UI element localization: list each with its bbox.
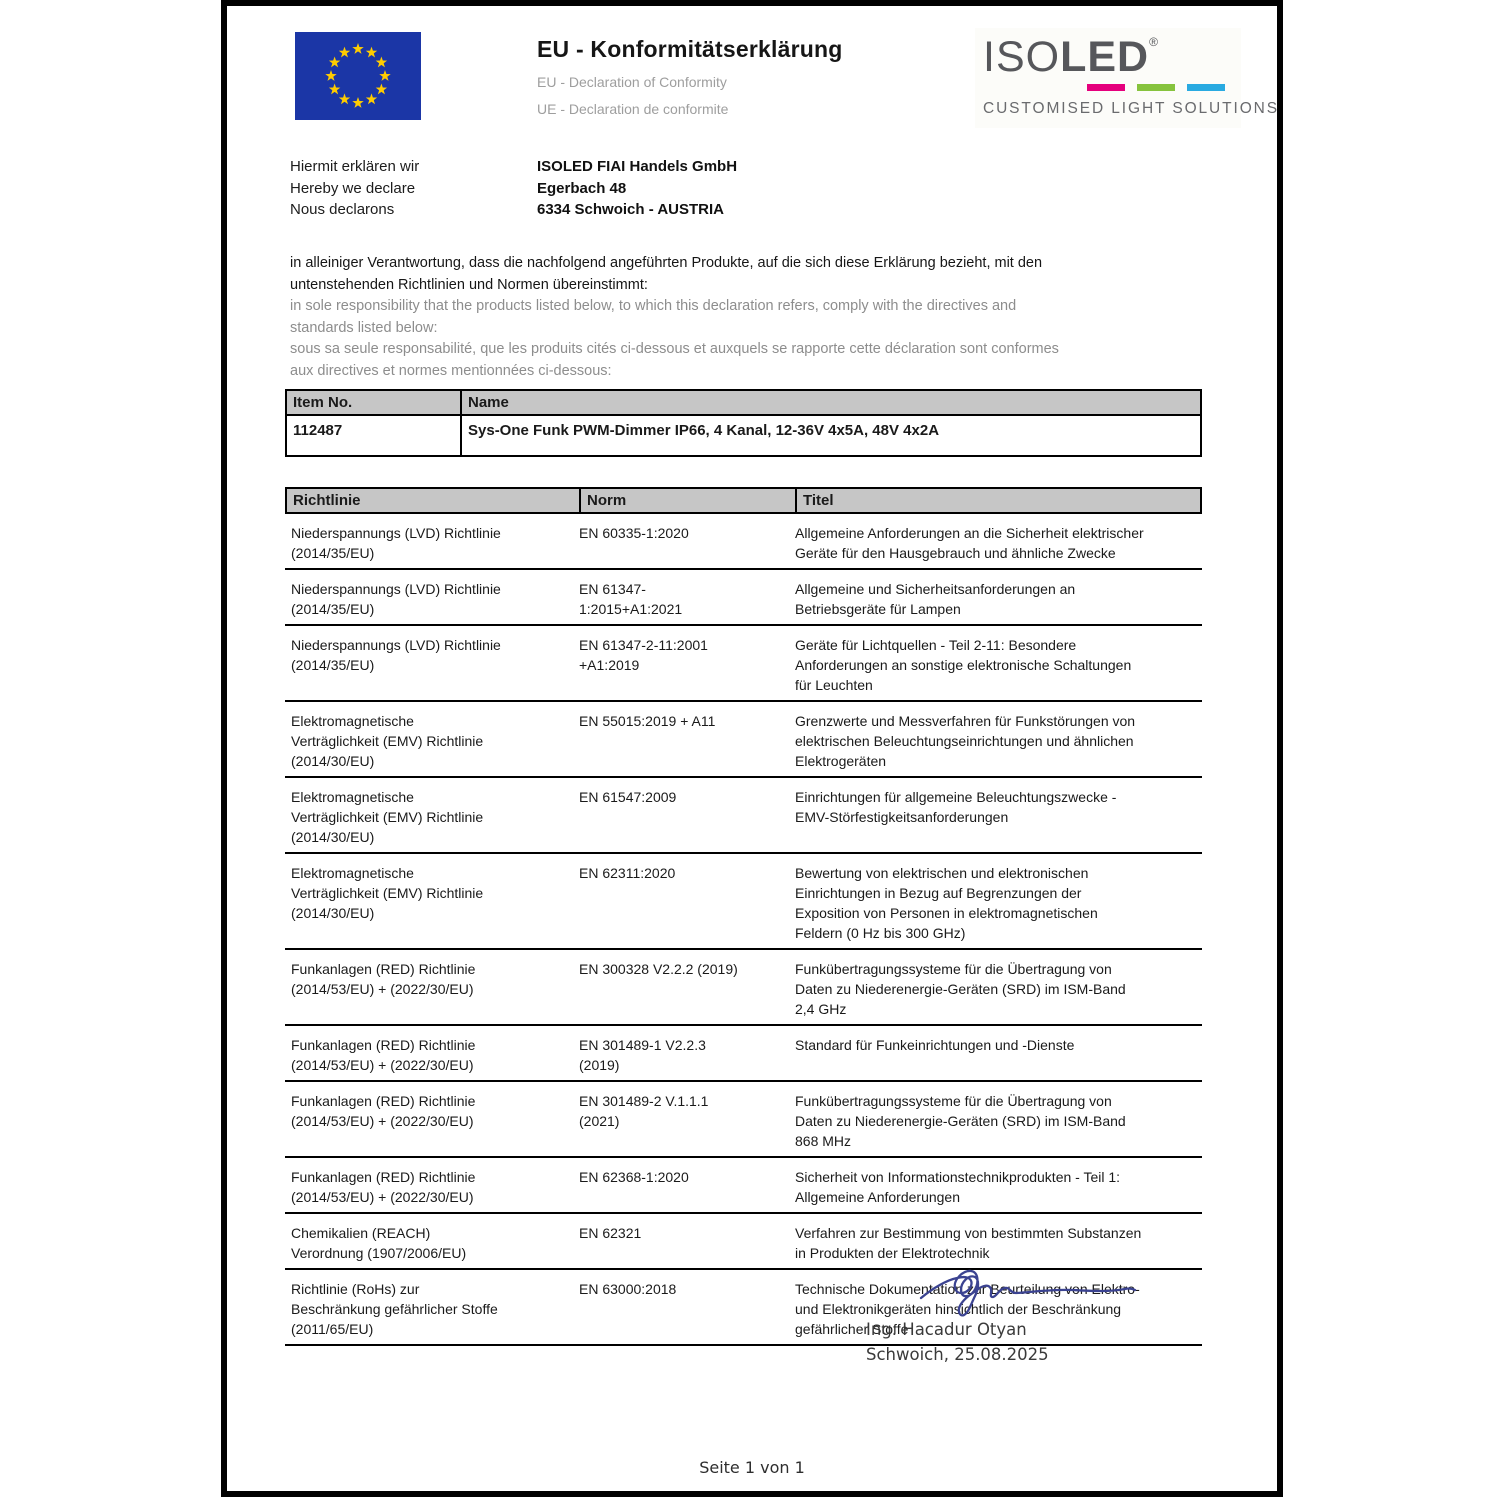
standards-cell-directive: Funkanlagen (RED) Richtlinie (2014/53/EU… [291,1169,476,1205]
eu-flag-stars [325,43,391,108]
declaration-label-fr: Nous declarons [290,201,395,218]
standards-cell-norm: EN 62311:2020 [579,865,676,881]
declaration-label-de: Hiermit erklären wir [290,158,420,175]
logo-tagline: CUSTOMISED LIGHT SOLUTIONS [983,100,1280,117]
standards-row: Niederspannungs (LVD) Richtlinie (2014/3… [285,514,1202,570]
subtitle-english: EU - Declaration of Conformity [537,74,727,90]
item-table-row: 112487 Sys-One Funk PWM-Dimmer IP66, 4 K… [287,416,1200,455]
standards-cell-norm: EN 62368-1:2020 [579,1169,689,1185]
standards-cell-directive: Funkanlagen (RED) Richtlinie (2014/53/EU… [291,1093,476,1129]
item-table-header: Item No. Name [287,391,1200,416]
standards-cell-directive: Niederspannungs (LVD) Richtlinie (2014/3… [291,525,501,561]
standards-cell-directive: Richtlinie (RoHs) zur Beschränkung gefäh… [291,1281,498,1337]
standards-row: Niederspannungs (LVD) Richtlinie (2014/3… [285,570,1202,626]
standards-row: Niederspannungs (LVD) Richtlinie (2014/3… [285,626,1202,702]
standards-row: Funkanlagen (RED) Richtlinie (2014/53/EU… [285,1026,1202,1082]
standards-cell-norm: EN 62321 [579,1225,642,1241]
standards-table-body: Niederspannungs (LVD) Richtlinie (2014/3… [285,514,1202,1346]
registered-trademark-icon: ® [1149,35,1159,49]
declaration-label-en: Hereby we declare [290,179,416,197]
standards-cell-title: Einrichtungen für allgemeine Beleuchtung… [795,789,1117,825]
standards-cell-norm: EN 55015:2019 + A11 [579,713,716,729]
standards-cell-norm: EN 61347-2-11:2001 +A1:2019 [579,637,708,673]
logo-iso-text: ISO [983,33,1061,81]
page-number: Seite 1 von 1 [699,1458,805,1477]
declaration-block: Hiermit erklären wir Hereby we declare N… [290,156,990,226]
company-city: 6334 Schwoich - AUSTRIA [537,201,724,218]
title-header: Titel [803,492,834,509]
statement-french: sous sa seule responsabilité, que les pr… [290,341,1059,379]
standards-cell-title: Standard für Funkeinrichtungen und -Dien… [795,1037,1075,1053]
logo-wordmark: ISOLED® [981,36,1235,79]
signatory-name: Ing. Hacadur Otyan [866,1320,1027,1339]
standards-cell-title: Verfahren zur Bestimmung von bestimmten … [795,1225,1142,1261]
standards-cell-directive: Elektromagnetische Verträglichkeit (EMV)… [291,789,484,845]
standards-cell-title: Bewertung von elektrischen und elektroni… [795,865,1098,941]
declaration-labels: Hiermit erklären wir Hereby we declare N… [290,156,419,221]
standards-table: Richtlinie Norm Titel Niederspannungs (L… [285,487,1202,1346]
standards-cell-directive: Niederspannungs (LVD) Richtlinie (2014/3… [291,637,501,673]
standards-row: Funkanlagen (RED) Richtlinie (2014/53/EU… [285,1082,1202,1158]
standards-cell-directive: Chemikalien (REACH) Verordnung (1907/200… [291,1225,467,1261]
company-address: ISOLED FIAI Handels GmbH Egerbach 48 633… [537,156,737,221]
page-title: EU - Konformitätserklärung [537,36,843,62]
statement-english: in sole responsibility that the products… [290,298,1017,336]
norm-header: Norm [581,489,797,512]
directive-header: Richtlinie [287,489,581,512]
statement-german: in alleiniger Verantwortung, dass die na… [290,255,1043,293]
standards-cell-directive: Niederspannungs (LVD) Richtlinie (2014/3… [291,581,501,617]
standards-cell-directive: Funkanlagen (RED) Richtlinie (2014/53/EU… [291,961,476,997]
item-no-header: Item No. [287,391,462,414]
logo-bar-green [1137,84,1175,91]
standards-cell-title: Allgemeine Anforderungen an die Sicherhe… [795,525,1144,561]
standards-table-header: Richtlinie Norm Titel [285,487,1202,514]
standards-cell-title: Funkübertragungssysteme für die Übertrag… [795,961,1126,1017]
standards-cell-directive: Elektromagnetische Verträglichkeit (EMV)… [291,865,484,921]
standards-cell-norm: EN 301489-1 V2.2.3 (2019) [579,1037,706,1073]
item-number-value: 112487 [287,416,462,455]
standards-cell-title: Geräte für Lichtquellen - Teil 2-11: Bes… [795,637,1132,693]
standards-row: Elektromagnetische Verträglichkeit (EMV)… [285,854,1202,950]
item-table: Item No. Name 112487 Sys-One Funk PWM-Di… [285,389,1202,457]
standards-cell-title: Grenzwerte und Messverfahren für Funkstö… [795,713,1136,769]
item-name-value: Sys-One Funk PWM-Dimmer IP66, 4 Kanal, 1… [468,422,940,439]
standards-row: Chemikalien (REACH) Verordnung (1907/200… [285,1214,1202,1270]
standards-cell-norm: EN 63000:2018 [579,1281,677,1297]
standards-row: Funkanlagen (RED) Richtlinie (2014/53/EU… [285,950,1202,1026]
company-name: ISOLED FIAI Handels GmbH [537,158,738,175]
standards-cell-norm: EN 301489-2 V.1.1.1 (2021) [579,1093,709,1129]
document-page: EU - Konformitätserklärung EU - Declarat… [221,0,1283,1497]
standards-row: Elektromagnetische Verträglichkeit (EMV)… [285,778,1202,854]
title-block: EU - Konformitätserklärung EU - Declarat… [537,36,843,117]
company-street: Egerbach 48 [537,179,627,197]
signature-image [913,1258,1143,1325]
subtitle-french: UE - Declaration de conformite [537,101,729,117]
standards-row: Richtlinie (RoHs) zur Beschränkung gefäh… [285,1270,1202,1346]
eu-flag [295,32,421,120]
standards-cell-directive: Elektromagnetische Verträglichkeit (EMV)… [291,713,484,769]
standards-row: Elektromagnetische Verträglichkeit (EMV)… [285,702,1202,778]
logo-bar-cyan [1187,84,1225,91]
eu-flag-graphic [295,32,421,120]
company-logo: ISOLED® CUSTOMISED LIGHT SOLUTIONS [975,28,1280,128]
conformity-statement: in alleiniger Verantwortung, dass die na… [290,253,1072,382]
logo-color-bars [981,84,1225,91]
item-name-header: Name [468,394,509,411]
signature-place-date: Schwoich, 25.08.2025 [866,1345,1049,1364]
standards-cell-norm: EN 300328 V2.2.2 (2019) [579,961,738,977]
standards-cell-title: Funkübertragungssysteme für die Übertrag… [795,1093,1126,1149]
standards-cell-directive: Funkanlagen (RED) Richtlinie (2014/53/EU… [291,1037,476,1073]
standards-cell-norm: EN 61347-1:2015+A1:2021 [579,581,683,617]
standards-cell-title: Sicherheit von Informationstechnikproduk… [795,1169,1121,1205]
logo-led-text: LED [1060,33,1150,81]
standards-cell-norm: EN 60335-1:2020 [579,525,689,541]
signature-block: Ing. Hacadur Otyan Schwoich, 25.08.2025 [866,1317,1049,1367]
standards-cell-norm: EN 61547:2009 [579,789,677,805]
standards-row: Funkanlagen (RED) Richtlinie (2014/53/EU… [285,1158,1202,1214]
signature-stroke [919,1269,1137,1317]
logo-bar-magenta [1087,84,1125,91]
standards-cell-title: Allgemeine und Sicherheitsanforderungen … [795,581,1076,617]
